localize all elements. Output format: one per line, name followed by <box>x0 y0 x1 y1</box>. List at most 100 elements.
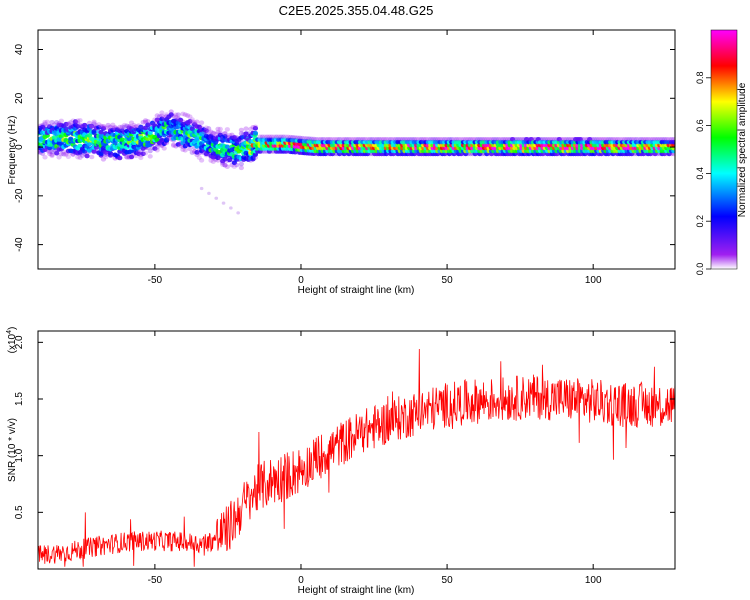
heatmap-cell <box>206 129 212 135</box>
snr-series-line <box>38 348 675 567</box>
colorbar-ticks: 0.0 0.2 0.4 0.6 0.8 <box>695 72 711 276</box>
heatmap-cell <box>194 150 200 155</box>
heatmap-cell <box>154 113 160 118</box>
heatmap-cell <box>49 152 55 158</box>
heatmap-cell <box>138 155 144 161</box>
heatmap-cell <box>105 122 111 128</box>
heatmap-cell <box>75 154 81 160</box>
heatmap-cell <box>199 158 205 163</box>
heatmap-cell <box>56 154 62 160</box>
heatmap-cell <box>58 151 64 157</box>
heatmap-cell <box>47 151 53 157</box>
heatmap-cell <box>229 206 233 210</box>
heatmap-cell <box>103 152 109 157</box>
heatmap-cell <box>159 113 165 119</box>
heatmap-cell <box>152 146 158 151</box>
spectrogram-ytick-label: 0 <box>14 144 25 150</box>
heatmap-cell <box>173 114 179 120</box>
heatmap-cell <box>142 150 149 156</box>
spectrogram-xtick-label: 0 <box>298 275 304 286</box>
heatmap-cell <box>147 154 153 159</box>
heatmap-cell <box>98 129 104 135</box>
heatmap-cell <box>38 149 41 154</box>
spectrogram-ytick-label: 20 <box>14 92 25 104</box>
heatmap-cell <box>96 125 102 130</box>
spectrogram-ylabel: Frequency (Hz) <box>7 116 18 185</box>
heatmap-cell <box>161 146 167 151</box>
heatmap-cell <box>187 119 193 124</box>
heatmap-cell <box>119 137 125 142</box>
heatmap-cell <box>128 148 135 154</box>
heatmap-cell <box>124 154 130 160</box>
spectrogram-panel: -50 0 50 100 -40 -20 0 20 40 Height of straight … <box>7 29 676 296</box>
colorbar-gradient <box>710 29 738 270</box>
heatmap-cell <box>220 162 226 167</box>
snr-ytick-label: 2.0 <box>14 335 25 349</box>
heatmap-cell <box>196 155 202 160</box>
heatmap-cell <box>154 145 160 150</box>
colorbar-tick-label: 0.2 <box>695 215 705 228</box>
heatmap-cell <box>65 121 71 127</box>
heatmap-cell <box>147 130 153 136</box>
snr-xtick-label: -50 <box>148 575 163 586</box>
heatmap-cell <box>124 154 130 160</box>
heatmap-cell <box>140 120 146 125</box>
heatmap-cell <box>238 127 244 133</box>
heatmap-cell <box>131 122 137 128</box>
heatmap-cell <box>168 109 174 115</box>
snr-scale-prefix: (x10 <box>7 333 18 353</box>
heatmap-cell <box>208 129 214 135</box>
heatmap-cell <box>128 154 135 160</box>
heatmap-cell <box>77 155 83 160</box>
heatmap-cell <box>238 131 244 136</box>
heatmap-cell <box>63 121 69 127</box>
heatmap-cells <box>38 109 675 215</box>
spectrogram-xlabel: Height of straight line (km) <box>298 285 415 296</box>
heatmap-cell <box>203 131 209 136</box>
snr-ytick-label: 1.0 <box>14 448 25 462</box>
heatmap-cell <box>119 126 125 132</box>
heatmap-cell <box>75 124 81 129</box>
heatmap-cell <box>194 136 200 141</box>
figure-title: C2E5.2025.355.04.48.G25 <box>279 3 434 18</box>
heatmap-cell <box>91 130 97 135</box>
heatmap-cell <box>224 164 230 170</box>
heatmap-cell <box>217 130 223 136</box>
heatmap-cell <box>173 112 179 118</box>
snr-xtick-label: 50 <box>442 575 454 586</box>
spectrogram-axes: -50 0 50 100 -40 -20 0 20 40 <box>14 30 675 286</box>
heatmap-cell <box>159 116 165 122</box>
heatmap-cell <box>222 131 228 136</box>
heatmap-cell <box>100 123 107 129</box>
snr-ytick-label: 1.5 <box>14 392 25 406</box>
heatmap-cell <box>221 201 226 205</box>
heatmap-cell <box>222 133 228 139</box>
heatmap-cell <box>147 148 153 154</box>
heatmap-cell <box>152 121 158 127</box>
heatmap-cell <box>79 153 86 158</box>
heatmap-cell <box>215 126 221 132</box>
heatmap-cell <box>222 156 228 162</box>
colorbar-tick-label: 0.0 <box>695 263 705 276</box>
heatmap-cell <box>84 153 90 159</box>
heatmap-cell <box>42 119 48 125</box>
heatmap-cell <box>91 121 97 126</box>
heatmap-cell <box>231 160 237 166</box>
heatmap-cell <box>49 119 55 125</box>
heatmap-cell <box>243 131 249 136</box>
heatmap-cell <box>75 118 81 124</box>
heatmap-cell <box>234 141 240 147</box>
heatmap-cell <box>128 120 135 126</box>
spectrogram-ytick-label: -40 <box>14 237 25 252</box>
heatmap-cell <box>75 121 81 126</box>
heatmap-cell <box>671 136 675 142</box>
heatmap-cell <box>238 165 244 171</box>
heatmap-cell <box>142 118 149 123</box>
heatmap-cell <box>121 122 128 128</box>
spectrogram-xtick-label: -50 <box>148 275 163 286</box>
heatmap-cell <box>100 126 107 131</box>
heatmap-cell <box>117 155 123 161</box>
heatmap-cell <box>208 158 214 163</box>
heatmap-cell <box>222 131 228 136</box>
